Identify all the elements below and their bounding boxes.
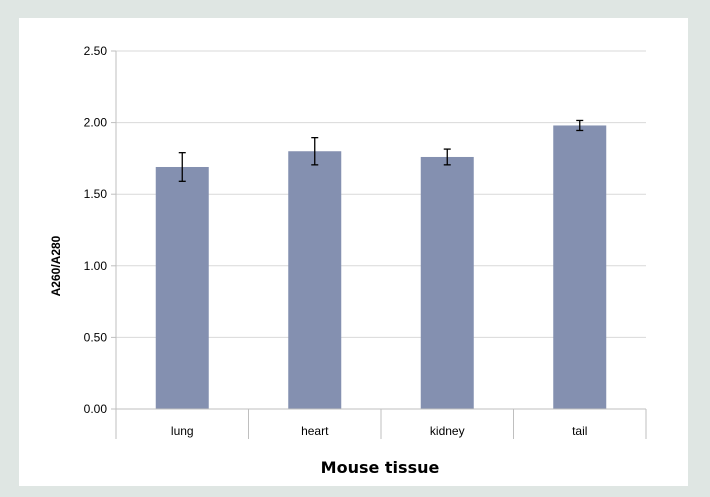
x-tick-label-heart: heart <box>301 424 329 438</box>
x-axis-label: Mouse tissue <box>321 458 440 477</box>
x-tick-label-kidney: kidney <box>430 424 465 438</box>
error-bars <box>178 119 584 182</box>
y-axis-label: A260/A280 <box>49 235 63 296</box>
x-tick-label-tail: tail <box>572 424 587 438</box>
y-tick-label: 2.00 <box>84 116 108 130</box>
bars <box>155 125 607 410</box>
x-tick-labels: lung heart kidney tail <box>171 424 588 438</box>
y-tick-label: 0.00 <box>84 402 108 416</box>
axes <box>111 50 647 439</box>
bar-lung <box>155 166 209 409</box>
y-tick-label: 2.50 <box>84 44 108 58</box>
bar-kidney <box>420 156 474 409</box>
x-tick-label-lung: lung <box>171 424 194 438</box>
bar-heart <box>288 151 342 410</box>
bar-tail <box>553 125 607 410</box>
y-tick-label: 0.50 <box>84 330 108 344</box>
y-tick-label: 1.50 <box>84 187 108 201</box>
y-tick-labels: 0.00 0.50 1.00 1.50 2.00 2.50 <box>84 44 108 416</box>
y-tick-label: 1.00 <box>84 259 108 273</box>
